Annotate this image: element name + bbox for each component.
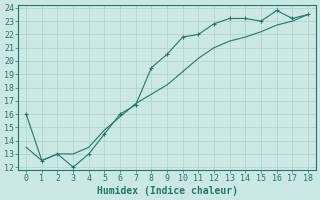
X-axis label: Humidex (Indice chaleur): Humidex (Indice chaleur) — [97, 186, 237, 196]
